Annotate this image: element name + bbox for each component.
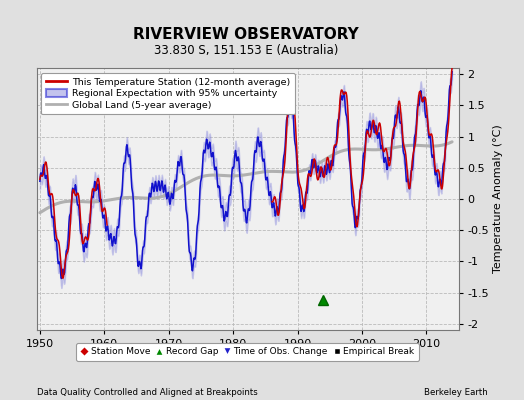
Text: Berkeley Earth: Berkeley Earth <box>423 388 487 397</box>
Y-axis label: Temperature Anomaly (°C): Temperature Anomaly (°C) <box>493 125 504 273</box>
Text: 33.830 S, 151.153 E (Australia): 33.830 S, 151.153 E (Australia) <box>154 44 339 57</box>
Text: Data Quality Controlled and Aligned at Breakpoints: Data Quality Controlled and Aligned at B… <box>37 388 257 397</box>
Legend: Station Move, Record Gap, Time of Obs. Change, Empirical Break: Station Move, Record Gap, Time of Obs. C… <box>77 343 419 361</box>
Text: RIVERVIEW OBSERVATORY: RIVERVIEW OBSERVATORY <box>134 27 359 42</box>
Legend: This Temperature Station (12-month average), Regional Expectation with 95% uncer: This Temperature Station (12-month avera… <box>41 73 294 114</box>
